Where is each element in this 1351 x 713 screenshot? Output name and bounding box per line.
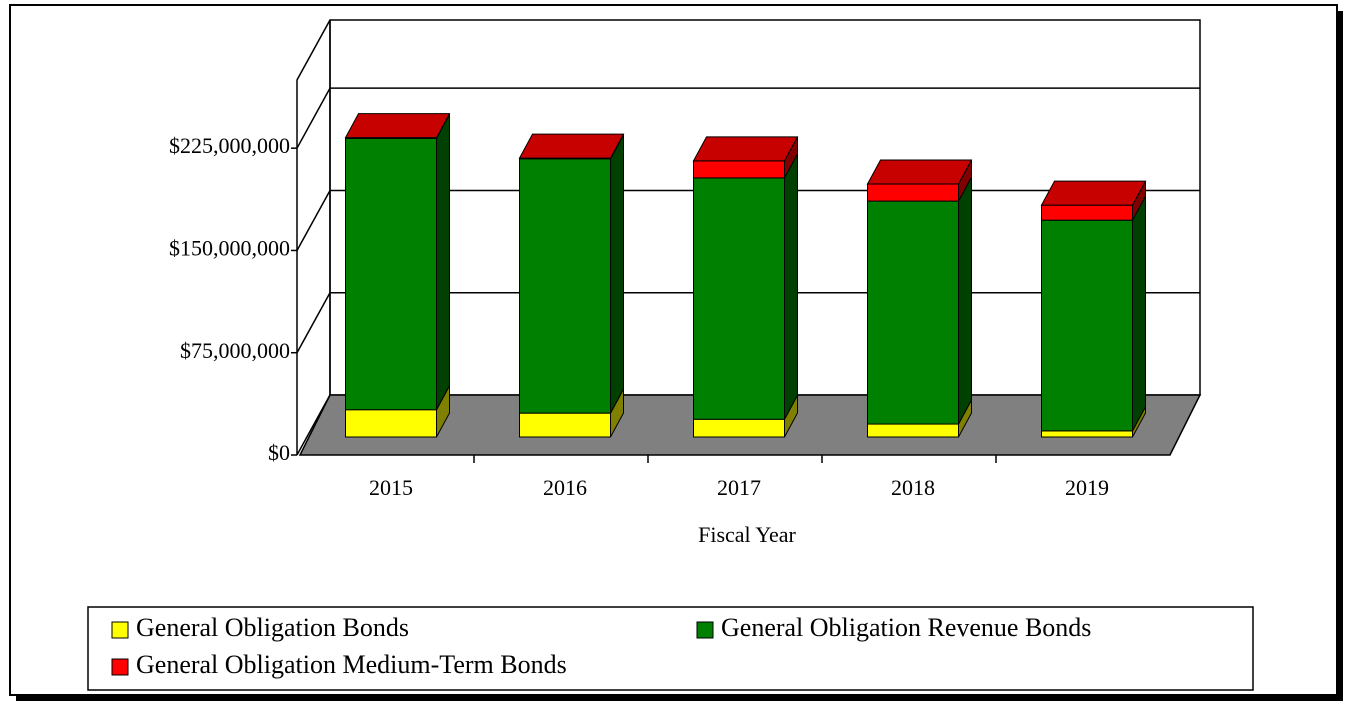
y-tick-label: $75,000,000 [180,338,290,363]
legend [87,606,1254,691]
bar-segment [345,409,437,438]
bar-segment [867,423,959,438]
bar-segment [345,137,437,411]
bar-segment [519,412,611,438]
bar-top [518,133,625,159]
x-tick-label: 2018 [891,475,935,500]
left-wall [296,19,331,456]
legend-swatch [696,621,714,639]
bar-segment [1041,219,1133,432]
legend-label: General Obligation Revenue Bonds [721,613,1091,642]
bar-top [866,159,973,185]
bar-segment [1041,204,1133,221]
bar-side [436,114,450,410]
bar-top [692,136,799,162]
legend-swatch [111,658,129,676]
legend-label: General Obligation Bonds [136,613,409,642]
bar-segment [867,183,959,202]
x-tick-label: 2015 [369,475,413,500]
y-tick-label: $150,000,000 [169,236,290,261]
legend-label: General Obligation Medium-Term Bonds [136,650,567,679]
bar-side [1132,195,1146,432]
x-tick-label: 2016 [543,475,587,500]
bar-side [610,134,624,414]
x-tick-label: 2019 [1065,475,1109,500]
y-tick-label: $225,000,000 [169,133,290,158]
y-tick-label: $0 [268,440,290,465]
grid-line [296,87,1200,149]
bar-top [1040,180,1147,206]
x-axis-label: Fiscal Year [698,522,796,547]
bar-segment [867,200,959,425]
bar-side [784,153,798,420]
bar-segment [1041,430,1133,438]
bar-side [958,176,972,425]
bar-segment [693,160,785,179]
bar-segment [693,177,785,420]
bar-segment [519,158,611,414]
legend-swatch [111,621,129,639]
bar-segment [693,418,785,438]
bar-top [344,113,451,139]
x-tick-label: 2017 [717,475,761,500]
